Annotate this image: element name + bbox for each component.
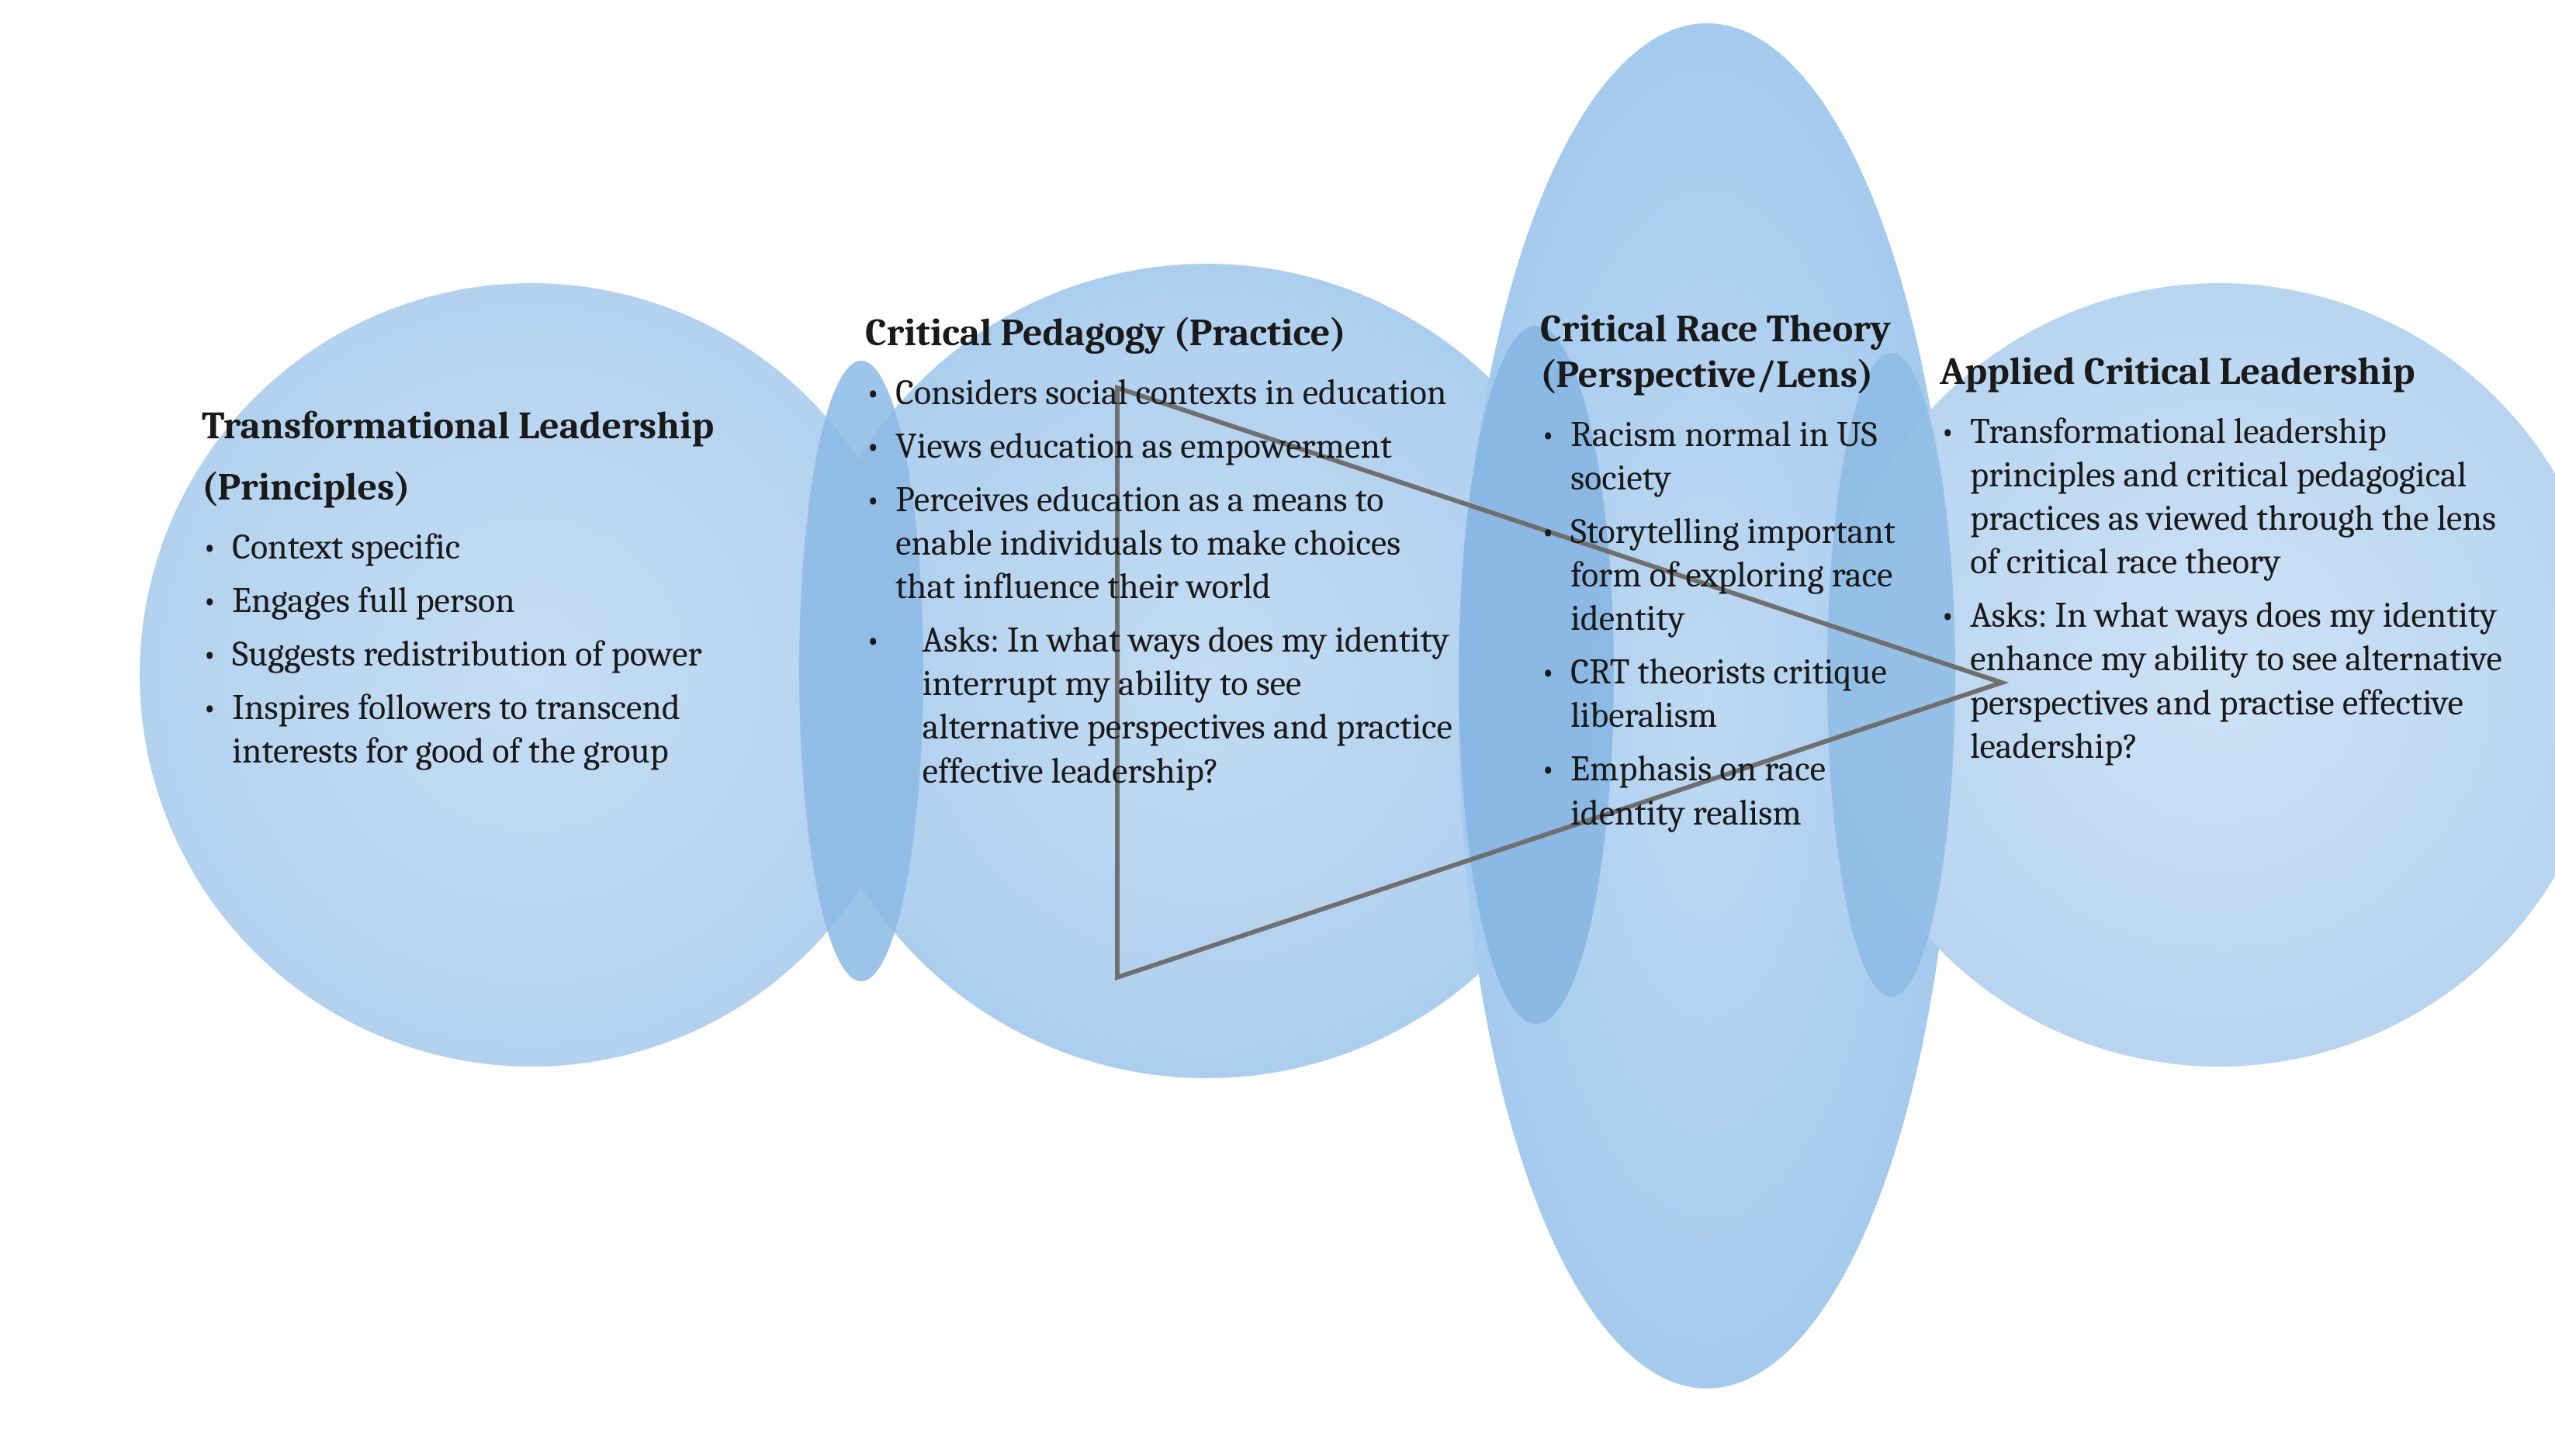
list-item: Emphasis on race identity realism <box>1540 748 1905 835</box>
bullet-list: Racism normal in US society Storytelling… <box>1540 413 1905 835</box>
list-item: Transformational leadership principles a… <box>1940 410 2514 584</box>
list-item: Context specific <box>202 526 760 569</box>
node-critical-race-theory: Critical Race Theory (Perspective/Lens) … <box>1540 306 1905 845</box>
diagram-canvas: Transformational Leadership (Principles)… <box>0 0 2555 1456</box>
list-item: Inspires followers to transcend interest… <box>202 686 760 773</box>
list-item: Views education as empowerment <box>865 425 1463 469</box>
node-subtitle: (Principles) <box>202 465 760 510</box>
bullet-list: Considers social contexts in education V… <box>865 372 1463 794</box>
list-item: CRT theorists critique liberalism <box>1540 651 1905 738</box>
list-item: Asks: In what ways does my identity enha… <box>1940 594 2514 768</box>
node-critical-pedagogy: Critical Pedagogy (Practice) Considers s… <box>865 310 1463 803</box>
node-title: Critical Pedagogy (Practice) <box>865 310 1463 356</box>
node-transformational: Transformational Leadership (Principles)… <box>202 403 760 783</box>
node-title: Critical Race Theory (Perspective/Lens) <box>1540 306 1905 398</box>
list-item: Asks: In what ways does my identity inte… <box>865 619 1463 793</box>
list-item: Engages full person <box>202 579 760 623</box>
list-item: Suggests redistribution of power <box>202 633 760 676</box>
list-item: Considers social contexts in education <box>865 372 1463 415</box>
list-item: Racism normal in US society <box>1540 413 1905 500</box>
node-title: Transformational Leadership <box>202 403 760 449</box>
list-item: Perceives education as a means to enable… <box>865 479 1463 609</box>
node-applied-critical-leadership: Applied Critical Leadership Transformati… <box>1940 349 2514 779</box>
node-title: Applied Critical Leadership <box>1940 349 2514 395</box>
list-item: Storytelling important form of exploring… <box>1540 510 1905 641</box>
bullet-list: Context specific Engages full person Sug… <box>202 526 760 773</box>
bullet-list: Transformational leadership principles a… <box>1940 410 2514 769</box>
